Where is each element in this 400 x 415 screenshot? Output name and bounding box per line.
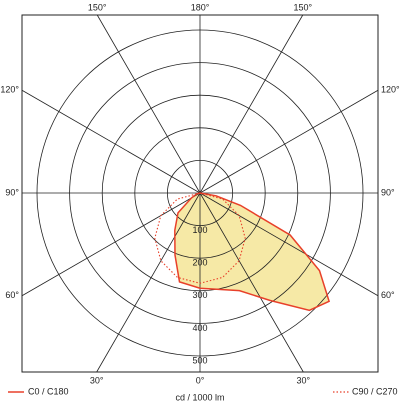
angle-label: 180° (191, 2, 210, 12)
angle-label: 30° (297, 375, 311, 385)
legend-label: C0 / C180 (28, 386, 69, 396)
r-tick-label: 100 (192, 225, 207, 235)
r-tick-label: 300 (192, 290, 207, 300)
angle-label: 90° (5, 187, 19, 197)
r-tick-label: 200 (192, 258, 207, 268)
angle-label: 150° (88, 2, 107, 12)
r-tick-label: 400 (192, 323, 207, 333)
angle-label: 120° (0, 85, 19, 95)
grid-line (96, 192, 201, 373)
r-tick-label: 500 (192, 355, 207, 365)
lobe-fill (174, 193, 330, 311)
unit-label: cd / 1000 lm (175, 392, 224, 402)
angle-label: 60° (5, 290, 19, 300)
grid-line (96, 14, 201, 194)
angle-label: 120° (381, 85, 400, 95)
angle-label: 90° (381, 187, 395, 197)
legend-label: C90 / C270 (352, 386, 398, 396)
series-line (154, 192, 246, 284)
grid-line (199, 192, 304, 373)
series-line (174, 192, 331, 312)
grid-line (21, 89, 201, 194)
angle-label: 150° (293, 2, 312, 12)
angle-label: 60° (381, 290, 395, 300)
grid-line (199, 192, 379, 297)
grid-line (199, 14, 304, 194)
angle-label: 0° (196, 375, 205, 385)
grid-line (199, 89, 379, 194)
plot-area: 0° 30° 30° 60° 60° 90° 90° 120° 120° 150° 150° 180°… (0, 2, 400, 385)
grid-line (21, 192, 201, 297)
angle-label: 30° (90, 375, 104, 385)
